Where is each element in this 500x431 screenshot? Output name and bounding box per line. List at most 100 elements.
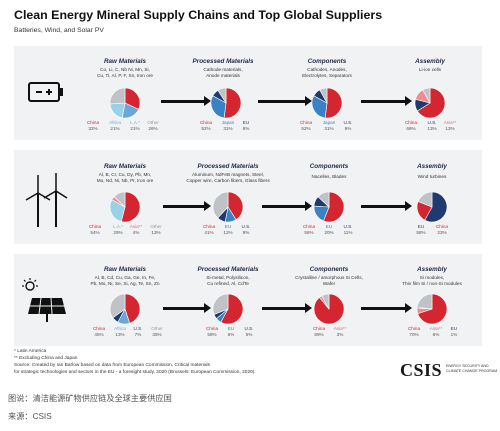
pie-label: EU 12%: [223, 224, 233, 235]
stage-title-components: Components: [309, 266, 349, 273]
stage-title-processed: Processed Materials: [197, 266, 259, 273]
pie-chart: [313, 191, 345, 223]
pie-slice: [223, 87, 242, 119]
pie-label: Other 26%: [147, 120, 159, 131]
pie-slice: [212, 191, 229, 219]
pie-label: Africa 13%: [114, 326, 126, 337]
footnote: ** Excluding China and Japan: [14, 355, 78, 361]
wind-row-panel: [14, 150, 482, 244]
pie-label: EU 6%: [227, 326, 235, 337]
csis-logo: CSIS: [400, 360, 443, 380]
pie-label: Asia** 3%: [333, 326, 347, 337]
stage-title-processed: Processed Materials: [197, 163, 259, 170]
stage-title-assembly: Assembly: [415, 58, 445, 65]
pie-label: Africa 21%: [109, 120, 121, 131]
pie-label: Other 13%: [150, 224, 162, 235]
pie-label: U.S. 7%: [133, 326, 143, 337]
pie-label: Japan 31%: [322, 120, 336, 131]
pie-label: China 52%: [299, 120, 313, 131]
stage-title-components: Components: [309, 163, 349, 170]
pie-slice: [317, 191, 330, 208]
footnotes: * Latin America ** Excluding China and J…: [14, 349, 256, 376]
solar-row-panel: [14, 254, 482, 346]
pie-slice: [323, 191, 345, 223]
pie-label: EU 8%: [242, 120, 250, 131]
flow-arrow: [163, 201, 211, 211]
pie-label: U.S. 9%: [241, 224, 251, 235]
pie-label: China 32%: [86, 120, 100, 131]
source-note: for strategic technologies and sectors i…: [14, 369, 256, 375]
figure-caption: 图说：清洁能源矿物供应链及全球主要供应国: [8, 394, 172, 403]
pie-slice: [124, 293, 141, 324]
pie-slice: [113, 191, 126, 208]
pie-chart: [212, 293, 244, 325]
pie-chart: [311, 87, 343, 119]
pie-slice: [416, 87, 446, 119]
pie-slice: [321, 293, 330, 310]
pie-label: U.S. 5%: [244, 326, 254, 337]
stage-desc: Cathode materials, Anode materials: [203, 67, 243, 78]
pie-slice: [324, 87, 343, 119]
stage-title-components: Components: [307, 58, 347, 65]
pie-label: EU 58%: [416, 224, 426, 235]
flow-arrow: [163, 303, 211, 313]
pie-label: China 89%: [312, 326, 326, 337]
page-title: Clean Energy Mineral Supply Chains and T…: [14, 8, 383, 22]
stage-desc: Wind turbines: [417, 174, 447, 179]
stage-desc: Si-metal, Polysilicon, Cu refined, Al, Cd…: [206, 275, 250, 286]
stage-desc: Li-ion cells: [418, 67, 442, 72]
pie-chart: [212, 191, 244, 223]
stage-desc: Crystalline / amorphous Si Cells, Wafer: [295, 275, 363, 286]
pie-slice: [417, 293, 448, 325]
pie-slice: [124, 87, 141, 110]
stage-desc: Aluminum, NdFeB magnets, Steel, Copper wi…: [186, 172, 270, 183]
stage-desc: Al, B, Cd, Cu, Ga, Ge, In, Fe, Pb, Mo, Ni…: [90, 275, 160, 286]
flow-arrow: [262, 303, 312, 313]
pie-label: U.S. 9%: [343, 120, 353, 131]
pie-chart: [109, 87, 141, 119]
pie-slice: [120, 191, 141, 223]
pie-slice: [212, 293, 229, 315]
pie-label: China 52%: [199, 120, 213, 131]
flow-arrow: [258, 96, 312, 106]
stage-desc: Nacelles, Blades: [311, 174, 347, 179]
pie-slice: [109, 102, 126, 119]
flow-arrow: [361, 201, 412, 211]
pie-label: Other 35%: [151, 326, 163, 337]
pie-label: EU 20%: [324, 224, 334, 235]
stage-desc: Cathodes, Anodes, Electrolytes, Separator…: [302, 67, 352, 78]
pie-label: China 23%: [435, 224, 449, 235]
pie-chart: [416, 293, 448, 325]
pie-label: China 45%: [92, 326, 106, 337]
pie-slice: [319, 87, 328, 104]
pie-slice: [109, 87, 126, 105]
pie-chart: [109, 293, 141, 325]
pie-label: U.S. 13%: [427, 120, 437, 131]
pie-label: L.A.* 21%: [130, 120, 140, 131]
stage-desc: Co, Li, C, Nb Ni, Mn, Si, Cu, Ti, Al, P, …: [97, 67, 153, 78]
pie-label: Asia** 13%: [443, 120, 457, 131]
pie-slice: [416, 293, 433, 310]
pie-label: China 66%: [404, 120, 418, 131]
flow-arrow: [262, 201, 312, 211]
battery-icon: [28, 82, 63, 102]
pie-slice: [109, 293, 126, 319]
stage-title-raw: Raw Materials: [104, 58, 146, 65]
pie-slice: [313, 293, 345, 325]
stage-title-assembly: Assembly: [417, 266, 447, 273]
figure-source: 来源：CSIS: [8, 412, 52, 421]
pie-label: U.S. 11%: [343, 224, 353, 235]
pie-label: China 70%: [407, 326, 421, 337]
pie-slice: [311, 95, 328, 119]
pie-chart: [210, 87, 242, 119]
pie-slice: [424, 191, 448, 223]
pie-slice: [422, 87, 431, 104]
wind-turbine-icon: [25, 173, 68, 227]
pie-label: EU 1%: [450, 326, 458, 337]
page-subtitle: Batteries, Wind, and Solar PV: [14, 27, 104, 34]
pie-chart: [109, 191, 141, 223]
stage-desc: Si modules, Thin film Si / non-Si modules: [402, 275, 462, 286]
stage-title-assembly: Assembly: [417, 163, 447, 170]
stage-title-raw: Raw Materials: [104, 266, 146, 273]
flow-arrow: [361, 96, 412, 106]
